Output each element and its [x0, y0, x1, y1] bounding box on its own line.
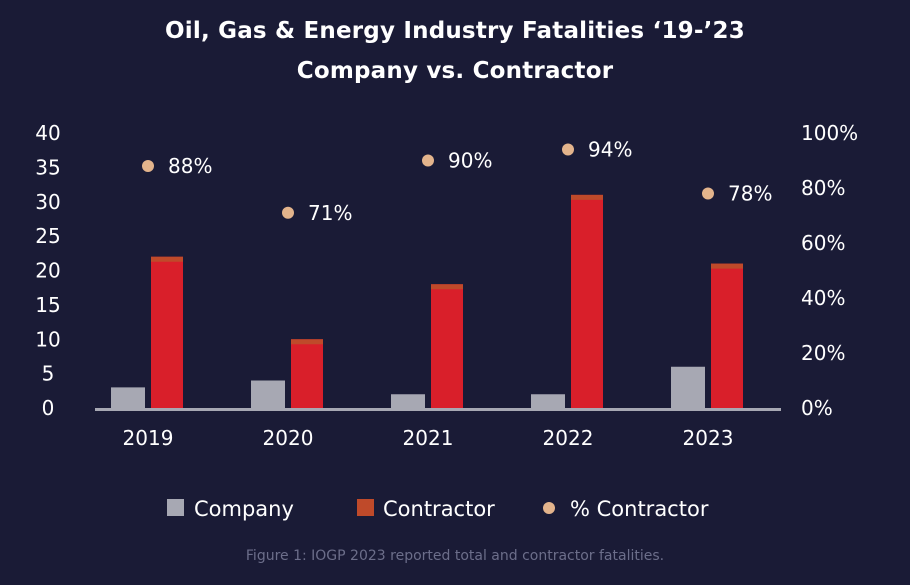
x-tick-label-2021: 2021	[403, 426, 454, 450]
contractor-bar-2023	[711, 263, 743, 408]
y-left-tick-20: 20	[35, 259, 60, 283]
y-left-tick-0: 0	[42, 396, 55, 420]
contractor-bar-2021	[431, 284, 463, 408]
legend-label-contractor: Contractor	[383, 497, 495, 521]
pct-contractor-label-2023: 78%	[728, 182, 772, 206]
contractor-bar-cap-2021	[431, 284, 463, 290]
y-left-tick-35: 35	[35, 155, 60, 179]
legend-swatch-contractor	[357, 499, 374, 516]
chart-subtitle: Company vs. Contractor	[296, 58, 614, 84]
y-right-tick-100pct: 100%	[801, 121, 858, 145]
y-right-tick-0pct: 0%	[801, 396, 833, 420]
legend-label-company: Company	[194, 497, 294, 521]
y-left-tick-25: 25	[35, 224, 60, 248]
y-right-tick-60pct: 60%	[801, 231, 845, 255]
contractor-bar-cap-2022	[571, 194, 603, 200]
legend-swatch-pct-contractor	[543, 502, 555, 514]
y-left-tick-30: 30	[35, 190, 60, 214]
pct-contractor-point-2019	[142, 160, 154, 172]
y-left-tick-10: 10	[35, 327, 60, 351]
company-bar-2020	[251, 380, 285, 408]
contractor-bar-cap-2020	[291, 339, 323, 345]
contractor-bar-2022	[571, 194, 603, 408]
pct-contractor-point-2021	[422, 154, 434, 167]
y-left-tick-40: 40	[35, 121, 60, 145]
pct-contractor-label-2020: 71%	[308, 201, 352, 225]
y-right-tick-80pct: 80%	[801, 176, 845, 200]
x-tick-label-2023: 2023	[683, 426, 734, 450]
contractor-bar-cap-2023	[711, 263, 743, 269]
pct-contractor-label-2022: 94%	[588, 138, 632, 162]
pct-contractor-point-2023	[702, 187, 714, 200]
y-left-tick-5: 5	[42, 362, 55, 386]
contractor-bar-cap-2019	[151, 256, 183, 262]
company-bar-2023	[671, 366, 705, 408]
x-tick-label-2020: 2020	[263, 426, 314, 450]
company-bar-2022	[531, 394, 565, 408]
x-tick-label-2019: 2019	[123, 426, 174, 450]
pct-contractor-label-2021: 90%	[448, 149, 492, 173]
x-tick-label-2022: 2022	[543, 426, 594, 450]
company-bar-2021	[391, 394, 425, 408]
y-right-tick-40pct: 40%	[801, 286, 845, 310]
chart-title: Oil, Gas & Energy Industry Fatalities ‘1…	[165, 18, 745, 44]
pct-contractor-point-2020	[282, 206, 294, 219]
y-right-tick-20pct: 20%	[801, 341, 845, 365]
y-left-tick-15: 15	[35, 293, 60, 317]
pct-contractor-label-2019: 88%	[168, 154, 212, 178]
legend-swatch-company	[167, 499, 184, 516]
contractor-bar-2020	[291, 339, 323, 408]
company-bar-2019	[111, 387, 145, 408]
contractor-bar-2019	[151, 256, 183, 408]
legend-label-pct-contractor: % Contractor	[570, 497, 709, 521]
figure-caption: Figure 1: IOGP 2023 reported total and c…	[245, 548, 665, 564]
pct-contractor-point-2022	[562, 143, 574, 156]
